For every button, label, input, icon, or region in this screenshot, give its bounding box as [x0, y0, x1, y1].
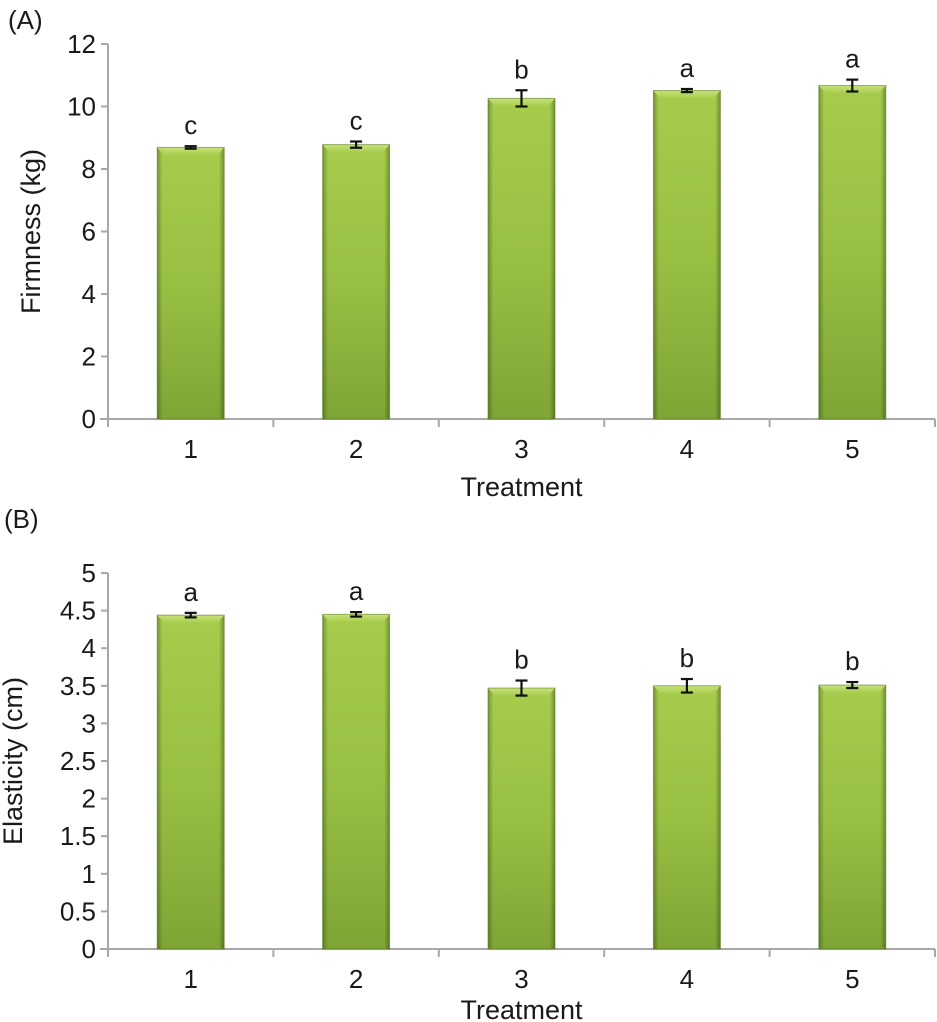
- error-bar: [515, 89, 528, 108]
- x-tick-label: 1: [183, 964, 197, 994]
- x-tick-label: 2: [349, 964, 363, 994]
- bar-shade: [157, 615, 225, 949]
- y-tick-label: 2: [82, 784, 96, 814]
- y-tick-label: 10: [67, 92, 96, 122]
- significance-letter: a: [680, 53, 695, 83]
- x-tick-label: 5: [845, 964, 859, 994]
- y-tick-label: 0: [82, 934, 96, 964]
- bar-group: [156, 146, 225, 420]
- significance-letter: b: [680, 643, 694, 673]
- bar-group: [322, 613, 391, 950]
- error-bar: [515, 679, 528, 697]
- bar-bevel: [157, 147, 225, 156]
- y-axis-title: Elasticity (cm): [0, 677, 28, 845]
- bar-shade: [653, 685, 721, 949]
- y-tick-label: 1: [82, 859, 96, 889]
- y-tick-label: 0: [82, 404, 96, 434]
- x-tick-label: 4: [680, 434, 694, 464]
- bar-bevel: [322, 614, 390, 623]
- bar-shade: [818, 685, 886, 949]
- y-tick-label: 8: [82, 154, 96, 184]
- significance-letter: c: [350, 106, 363, 136]
- bar-shade: [818, 85, 886, 419]
- y-tick-label: 5: [82, 558, 96, 588]
- bar-shade: [322, 614, 390, 949]
- significance-letter: b: [845, 646, 859, 676]
- bar-group: [156, 614, 225, 950]
- y-tick-label: 4: [82, 633, 96, 663]
- x-tick-label: 4: [680, 964, 694, 994]
- x-axis-title: Treatment: [460, 995, 583, 1022]
- y-tick-label: 4.5: [60, 596, 96, 626]
- error-bar: [184, 611, 197, 619]
- y-tick-label: 2: [82, 342, 96, 372]
- y-tick-label: 2.5: [60, 746, 96, 776]
- bar-group: [818, 85, 887, 420]
- x-tick-label: 1: [183, 434, 197, 464]
- error-bar: [846, 680, 859, 690]
- significance-letter: a: [183, 577, 198, 607]
- bar-group: [818, 684, 887, 950]
- bar-shade: [322, 144, 390, 419]
- panel-label: (A): [8, 5, 43, 35]
- x-tick-label: 5: [845, 434, 859, 464]
- significance-letter: c: [184, 110, 197, 140]
- bar-group: [487, 687, 556, 950]
- bar-shade: [653, 90, 721, 419]
- y-tick-label: 1.5: [60, 821, 96, 851]
- bar-group: [652, 685, 721, 950]
- panel-a: (A) 0 2 4 6 8 10 12 c 1 c 2 b 3 a 4 a 5 Treatment Firmness …: [8, 5, 936, 502]
- error-bar: [350, 611, 363, 618]
- bar-group: [652, 90, 721, 420]
- bar-shade: [488, 688, 555, 949]
- error-bar: [184, 145, 197, 150]
- x-tick-label: 2: [349, 434, 363, 464]
- y-tick-label: 0.5: [60, 896, 96, 926]
- significance-letter: a: [845, 44, 860, 74]
- error-bar: [680, 87, 693, 94]
- bar-bevel: [653, 90, 721, 99]
- error-bar: [846, 78, 859, 93]
- panel-b: (B) 0 0.5 1 1.5 2 2.5 3 3.5 4 4.5 5 a 1 a 2 b 3 b 4 b 5 Treatm…: [0, 504, 936, 1022]
- panel-label: (B): [4, 504, 39, 534]
- significance-letter: b: [514, 54, 528, 84]
- y-tick-label: 3: [82, 708, 96, 738]
- x-tick-label: 3: [514, 964, 528, 994]
- bar-shade: [157, 147, 225, 419]
- y-tick-label: 4: [82, 279, 96, 309]
- y-tick-label: 12: [67, 29, 96, 59]
- significance-letter: b: [514, 645, 528, 675]
- bar-bevel: [157, 615, 225, 624]
- y-tick-label: 3.5: [60, 671, 96, 701]
- x-tick-label: 3: [514, 434, 528, 464]
- error-bar: [680, 677, 693, 694]
- y-tick-label: 6: [82, 217, 96, 247]
- bar-group: [487, 97, 556, 420]
- x-axis-title: Treatment: [460, 472, 583, 502]
- bar-group: [322, 144, 391, 420]
- bar-shade: [488, 98, 555, 419]
- error-bar: [350, 140, 363, 149]
- y-axis-title: Firmness (kg): [16, 149, 46, 314]
- significance-letter: a: [349, 576, 364, 606]
